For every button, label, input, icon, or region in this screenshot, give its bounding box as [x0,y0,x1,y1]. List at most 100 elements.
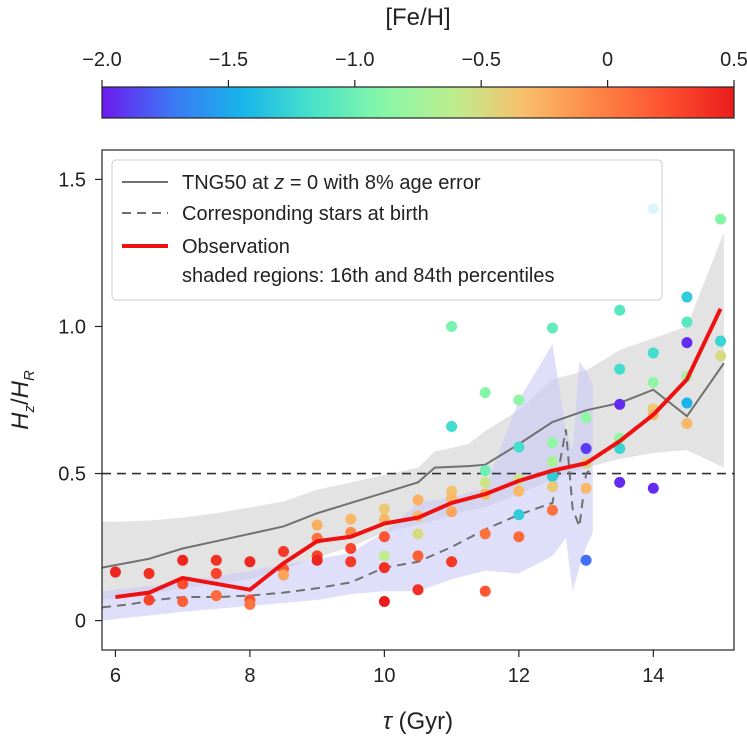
y-axis: 0 0.5 1.0 1.5 [58,169,102,633]
colorbar-tick-label-1: −1.5 [209,49,248,71]
x-tick-label-2: 10 [373,665,395,687]
plot-area: 6 8 10 12 14 0 0.5 1.0 1.5 [58,149,735,687]
scatter-point-33 [412,584,424,596]
scatter-point-51 [513,531,525,543]
x-axis-label: τ (Gyr) [383,708,453,735]
band-birth [102,344,593,621]
colorbar-tick-label-3: −0.5 [461,49,500,71]
scatter-point-59 [580,443,592,455]
scatter-point-80 [681,418,693,430]
scatter-point-83 [715,350,727,362]
legend-text-observation: Observation [182,236,290,258]
scatter-point-82 [715,335,727,347]
scatter-point-32 [412,550,424,562]
scatter-point-56 [546,481,558,493]
y-tick-label-1: 0.5 [58,464,86,486]
scatter-point-18 [311,554,323,566]
scatter-point-74 [647,482,659,494]
y-tick-label-2: 1.0 [58,316,86,338]
series-line-tng50 [102,362,725,569]
x-axis: 6 8 10 12 14 [110,650,664,687]
scatter-point-29 [412,494,424,506]
scatter-point-62 [580,554,592,566]
legend-box [111,159,663,301]
scatter-point-63 [614,304,626,316]
scatter-point-14 [278,569,290,581]
scatter-point-41 [479,465,491,477]
scatter-point-39 [446,556,458,568]
colorbar-tick-label-4: 0 [602,49,613,71]
scatter-point-61 [580,482,592,494]
scatter-point-21 [345,543,357,555]
colorbar-label: [Fe/H] [385,4,450,31]
scatter-point-3 [177,554,189,566]
scatter-point-50 [513,509,525,521]
colorbar-tick-label-0: −2.0 [82,49,121,71]
scatter-point-28 [378,595,390,607]
scatter-point-45 [479,585,491,597]
scatter-point-35 [446,420,458,432]
scatter-point-44 [479,528,491,540]
series-line-observation [115,307,723,600]
scatter-point-81 [715,213,727,225]
x-tick-label-3: 12 [508,665,530,687]
scatter-point-7 [210,568,222,580]
scatter-point-34 [446,320,458,332]
y-axis-label: Hz/HR [7,370,38,430]
scatter-point-15 [311,519,323,531]
x-tick-label-4: 14 [642,665,664,687]
legend-text-birth: Corresponding stars at birth [182,203,429,225]
scatter-point-11 [244,598,256,610]
x-tick-label-0: 6 [110,665,121,687]
scatter-point-9 [244,556,256,568]
scatter-point-12 [278,545,290,557]
scatter-point-79 [681,397,693,409]
scatter-point-26 [378,550,390,562]
y-tick-label-3: 1.5 [58,169,86,191]
scatter-point-27 [378,562,390,574]
scatter-point-5 [177,595,189,607]
scatter-point-58 [580,412,592,424]
scatter-point-70 [647,347,659,359]
scatter-point-47 [513,441,525,453]
y-tick-label-0: 0 [75,611,86,633]
plot-frame [101,149,735,651]
scatter-point-49 [513,485,525,497]
scatter-point-8 [210,590,222,602]
band-tng50 [102,232,724,600]
scatter-point-19 [345,513,357,525]
scatter-point-22 [345,556,357,568]
scatter-point-2 [143,594,155,606]
scatter-point-54 [546,456,558,468]
series-line-birth [102,429,594,609]
colorbar-tick-label-5: 0.5 [720,49,747,71]
colorbar-tick-label-2: −1.0 [335,49,374,71]
scatter-point-25 [378,531,390,543]
x-tick-label-1: 8 [244,665,255,687]
scatter-point-38 [446,506,458,518]
legend-text-tng50: TNG50 at z = 0 with 8% age error [182,172,481,194]
scatter-point-65 [614,398,626,410]
scatter-point-75 [681,291,693,303]
legend-text-shaded: shaded regions: 16th and 84th percentile… [182,265,555,287]
scatter-point-55 [546,470,558,482]
legend: TNG50 at z = 0 with 8% age error Corresp… [111,159,663,301]
colorbar-bar [101,86,735,119]
scatter-point-31 [412,528,424,540]
scatter-point-52 [546,322,558,334]
scatter-point-42 [479,476,491,488]
scatter-point-40 [479,387,491,399]
scatter-point-23 [378,503,390,515]
scatter-point-77 [681,337,693,349]
scatter-point-1 [143,568,155,580]
scatter-point-6 [210,554,222,566]
scatter-point-76 [681,316,693,328]
scatter-point-64 [614,363,626,375]
scatter-point-57 [546,504,558,516]
colorbar-ticks: −2.0 −1.5 −1.0 −0.5 0 0.5 [82,49,747,87]
scatter-point-0 [109,566,121,578]
scatter-point-67 [614,443,626,455]
scatter-point-53 [546,437,558,449]
colorbar: [Fe/H] −2.0 −1.5 −1.0 −0.5 0 0.5 [82,4,747,119]
